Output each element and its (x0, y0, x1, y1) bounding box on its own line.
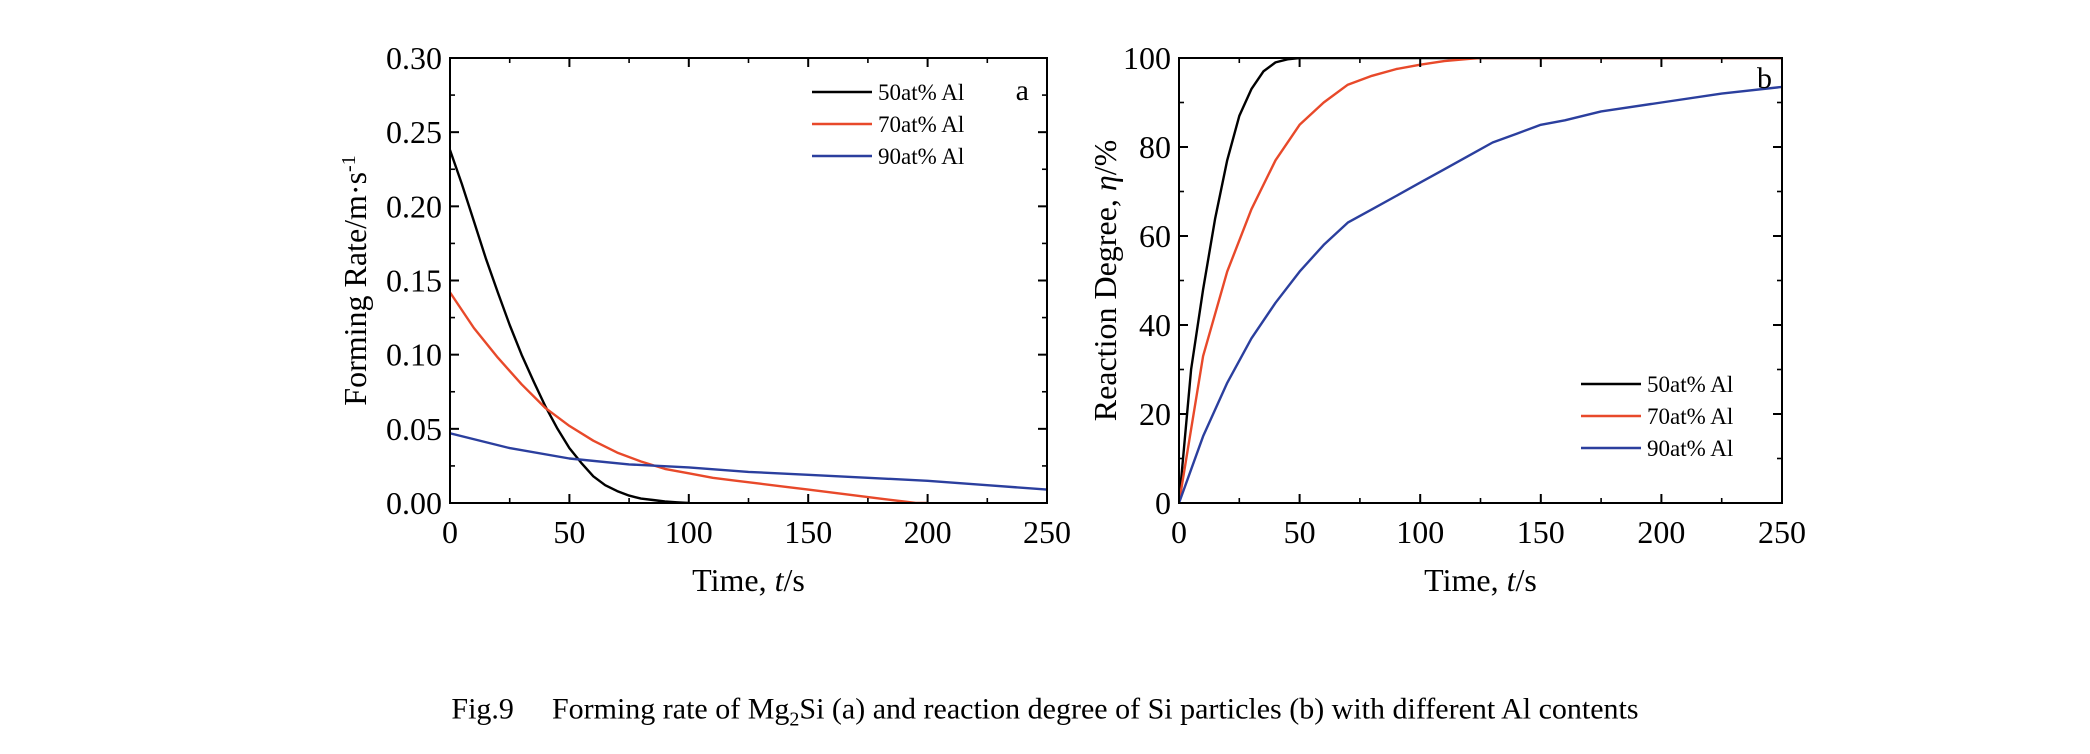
x-tick-label: 150 (1517, 514, 1565, 550)
x-tick-label: 50 (1284, 514, 1316, 550)
series-line-2 (450, 291, 928, 503)
caption-text-part2: Si (a) and reaction degree of Si particl… (799, 692, 1639, 726)
y-tick-label: 80 (1139, 129, 1171, 165)
y-tick-label: 40 (1139, 307, 1171, 343)
y-tick-label: 100 (1123, 40, 1171, 76)
x-tick-label: 100 (1396, 514, 1444, 550)
figure-caption: Fig.9 Forming rate of Mg2Si (a) and react… (0, 693, 2090, 732)
legend-label-2: 70at% Al (1647, 404, 1733, 429)
y-axis-label: Forming Rate/m·s-1 (337, 155, 373, 405)
y-axis-label-superscript: -1 (338, 155, 360, 172)
legend: 50at% Al 70at% Al 90at% Al (1581, 372, 1733, 461)
y-tick-label: 0.10 (386, 337, 442, 373)
series-line-1 (1179, 58, 1782, 503)
x-axis-label-text: Time, (692, 562, 774, 598)
x-tick-label: 250 (1758, 514, 1806, 550)
y-axis-label: Reaction Degree, η/% (1087, 140, 1123, 422)
caption-fig-number: Fig.9 (451, 692, 514, 726)
y-axis-label-variable: η (1087, 175, 1123, 191)
y-tick-label: 0.20 (386, 188, 442, 224)
series-line-3 (1179, 85, 1782, 503)
series-group (450, 149, 1047, 503)
panel-b-chart: 0 50 100 150 200 250 0 20 40 60 80 100 Time, t/s Reac… (1087, 40, 1806, 598)
legend-label-1: 50at% Al (1647, 372, 1733, 397)
legend: 50at% Al 70at% Al 90at% Al (812, 80, 964, 169)
y-tick-label: 20 (1139, 396, 1171, 432)
caption-subscript: 2 (789, 708, 800, 731)
y-tick-label: 60 (1139, 218, 1171, 254)
x-axis-label: Time, t/s (692, 562, 805, 598)
legend-label-2: 70at% Al (878, 112, 964, 137)
series-line-2 (1179, 58, 1782, 503)
x-tick-label: 250 (1023, 514, 1071, 550)
x-tick-label: 50 (553, 514, 585, 550)
y-tick-label: 0.15 (386, 263, 442, 299)
series-line-3 (450, 432, 1047, 491)
y-axis-label-text: Reaction Degree, (1087, 191, 1123, 421)
y-tick-label: 0.05 (386, 411, 442, 447)
x-axis-label: Time, t/s (1424, 562, 1537, 598)
x-tick-label: 200 (1637, 514, 1685, 550)
legend-label-1: 50at% Al (878, 80, 964, 105)
x-axis-label-unit: /s (1515, 562, 1536, 598)
panel-letter: b (1757, 62, 1772, 95)
series-line-1 (450, 149, 689, 503)
caption-text-part1: Forming rate of Mg (551, 692, 790, 726)
y-tick-label: 0.25 (386, 114, 442, 150)
x-axis-label-variable: t (1507, 562, 1517, 598)
legend-label-3: 90at% Al (1647, 436, 1733, 461)
panel-a-chart: 0 50 100 150 200 250 0.00 0.05 0.10 0.15 0.20 0.25 0… (337, 40, 1071, 598)
y-tick-label: 0 (1155, 485, 1171, 521)
x-axis-label-unit: /s (783, 562, 804, 598)
y-axis-label-text: Forming Rate/m·s (337, 172, 373, 406)
x-tick-label: 100 (665, 514, 713, 550)
x-tick-label: 0 (442, 514, 458, 550)
x-tick-label: 200 (904, 514, 952, 550)
x-tick-label: 150 (784, 514, 832, 550)
series-group (1179, 58, 1782, 503)
x-axis-label-text: Time, (1424, 562, 1506, 598)
y-tick-label: 0.00 (386, 485, 442, 521)
y-tick-label: 0.30 (386, 40, 442, 76)
legend-label-3: 90at% Al (878, 144, 964, 169)
x-axis-label-variable: t (775, 562, 785, 598)
x-tick-label: 0 (1171, 514, 1187, 550)
panel-letter: a (1016, 74, 1029, 107)
y-axis-label-unit: /% (1087, 140, 1123, 176)
